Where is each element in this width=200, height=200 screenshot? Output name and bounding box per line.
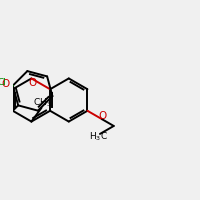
Text: Cl: Cl	[0, 78, 7, 87]
Text: H$_3$C: H$_3$C	[89, 131, 108, 143]
Text: O: O	[1, 79, 9, 89]
Text: CH$_3$: CH$_3$	[33, 97, 52, 109]
Text: O: O	[28, 78, 36, 88]
Text: O: O	[98, 111, 107, 121]
